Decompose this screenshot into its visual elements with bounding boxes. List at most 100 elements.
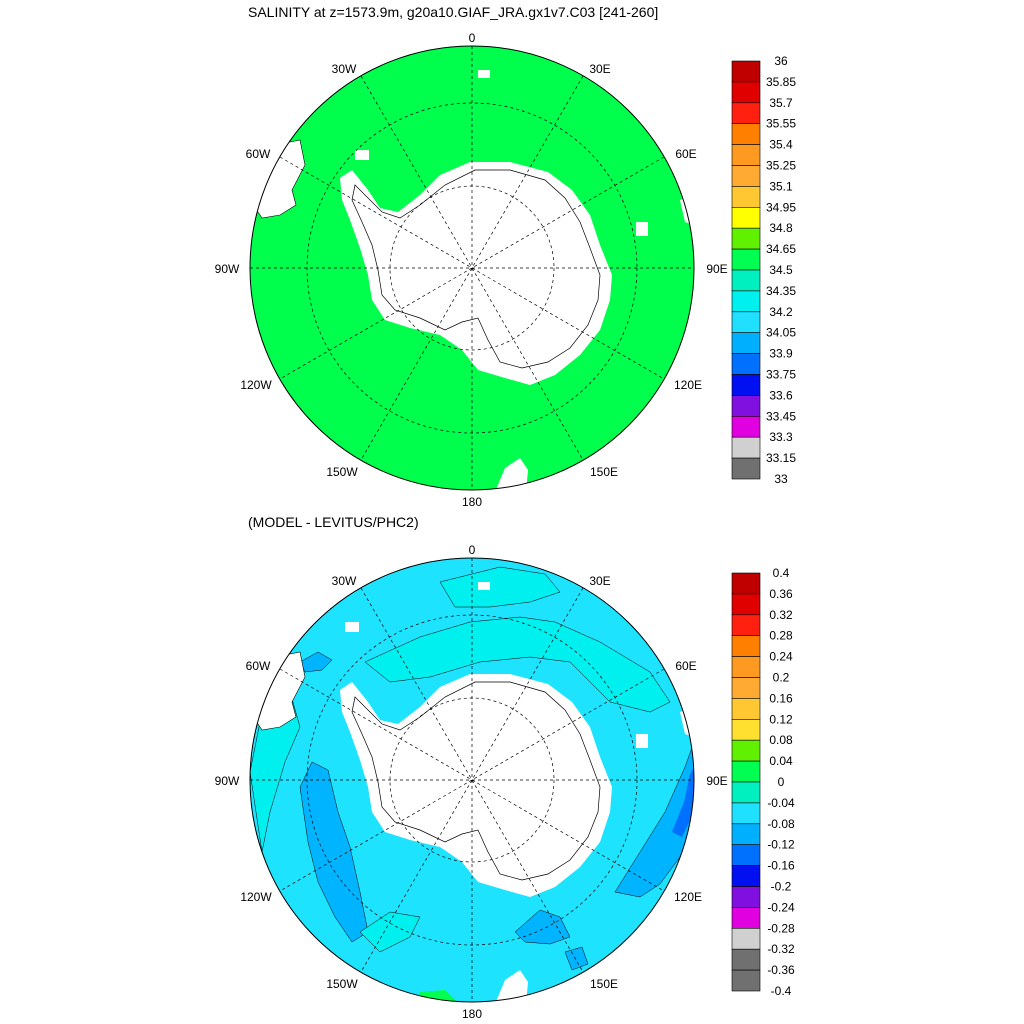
lon-label-0: 0 bbox=[469, 543, 476, 557]
colorbar-swatch bbox=[731, 311, 761, 333]
colorbar-label: -0.2 bbox=[771, 880, 792, 894]
lon-label-150w: 150W bbox=[326, 465, 358, 479]
anomaly-blue-region bbox=[564, 946, 589, 971]
lon-label-0: 0 bbox=[469, 31, 476, 45]
colorbar-swatch bbox=[731, 739, 761, 762]
lon-label-90w: 90W bbox=[215, 774, 240, 788]
colorbar-swatch bbox=[731, 353, 761, 375]
colorbar-swatch bbox=[731, 719, 761, 741]
colorbar-swatch bbox=[731, 123, 761, 145]
salinity-title: SALINITY at z=1573.9m, g20a10.GIAF_JRA.g… bbox=[248, 4, 659, 20]
salinity-colorbar: 36 35.85 35.7 35.55 35.4 35.25 35.1 34.95 34.8 34… bbox=[731, 54, 796, 486]
colorbar-label: 34.5 bbox=[769, 263, 793, 277]
colorbar-label: -0.12 bbox=[767, 838, 795, 852]
anomaly-blue-region bbox=[299, 761, 369, 943]
salinity-map: 0 30E 60E 90E 120E 150E 180 150W 120W 90… bbox=[215, 31, 797, 509]
colorbar-swatch bbox=[731, 81, 761, 104]
colorbar-swatch bbox=[731, 656, 761, 678]
colorbar-swatch bbox=[731, 436, 761, 459]
colorbar-label: 34.2 bbox=[769, 305, 793, 319]
lon-label-30e: 30E bbox=[589, 574, 610, 588]
difference-title: (MODEL - LEVITUS/PHC2) bbox=[248, 514, 419, 530]
colorbar-swatch bbox=[731, 248, 761, 271]
lon-label-60w: 60W bbox=[246, 147, 271, 161]
lon-label-30w: 30W bbox=[332, 62, 357, 76]
colorbar-swatch bbox=[731, 457, 761, 480]
difference-colorbar: 0.4 0.36 0.32 0.28 0.24 0.2 0.16 0.12 0.08 0.04 0 -… bbox=[731, 566, 795, 998]
colorbar-label: -0.28 bbox=[767, 921, 795, 935]
colorbar-label: 33.6 bbox=[769, 388, 793, 402]
colorbar-swatch bbox=[731, 865, 761, 887]
anomaly-blue-region bbox=[614, 741, 694, 898]
colorbar-swatch bbox=[731, 677, 761, 699]
colorbar-swatch bbox=[731, 227, 761, 250]
colorbar-swatch bbox=[731, 927, 761, 950]
colorbar-swatch bbox=[731, 395, 761, 417]
colorbar-label: 35.55 bbox=[766, 117, 796, 131]
colorbar-label: 35.4 bbox=[769, 138, 793, 152]
colorbar-swatch bbox=[731, 269, 761, 292]
island-hole bbox=[355, 150, 369, 160]
island-hole bbox=[636, 222, 648, 236]
colorbar-label: 0.08 bbox=[769, 733, 793, 747]
salinity-panel: SALINITY at z=1573.9m, g20a10.GIAF_JRA.g… bbox=[215, 4, 797, 509]
colorbar-swatch bbox=[731, 60, 761, 83]
colorbar-swatch bbox=[731, 635, 761, 657]
colorbar-label: 0.2 bbox=[773, 671, 790, 685]
map-border bbox=[249, 45, 695, 491]
lon-label-30w: 30W bbox=[332, 574, 357, 588]
new-zealand-land bbox=[495, 458, 528, 490]
lon-label-60w: 60W bbox=[246, 659, 271, 673]
lon-label-90e: 90E bbox=[706, 774, 727, 788]
colorbar-label: -0.04 bbox=[767, 796, 795, 810]
colorbar-label: 35.25 bbox=[766, 159, 796, 173]
lon-label-120w: 120W bbox=[240, 890, 272, 904]
anomaly-blue-region bbox=[514, 909, 571, 945]
antarctica-coastline bbox=[351, 681, 601, 881]
colorbar-swatch bbox=[731, 572, 761, 595]
colorbar-label: 0.04 bbox=[769, 754, 793, 768]
colorbar-label: -0.16 bbox=[767, 859, 795, 873]
colorbar-label: 33.45 bbox=[766, 409, 796, 423]
colorbar-swatch bbox=[731, 802, 761, 825]
colorbar-label: 0 bbox=[778, 775, 785, 789]
colorbar-label: 0.16 bbox=[769, 691, 793, 705]
colorbar-label: -0.08 bbox=[767, 817, 795, 831]
colorbar-label: 34.05 bbox=[766, 326, 796, 340]
colorbar-swatch bbox=[731, 781, 761, 804]
colorbar-label: 33.15 bbox=[766, 451, 796, 465]
colorbar-label: 33.75 bbox=[766, 368, 796, 382]
colorbar-label: 33 bbox=[774, 472, 788, 486]
colorbar-label: 35.7 bbox=[769, 96, 793, 110]
colorbar-label: -0.4 bbox=[771, 984, 792, 998]
lon-label-90e: 90E bbox=[706, 262, 727, 276]
colorbar-swatch bbox=[731, 144, 761, 166]
lon-label-150w: 150W bbox=[326, 977, 358, 991]
colorbar-swatch bbox=[731, 186, 761, 208]
colorbar-swatch bbox=[731, 948, 761, 971]
map-border bbox=[249, 557, 695, 1003]
colorbar-swatch bbox=[731, 415, 761, 438]
island-hole bbox=[478, 582, 490, 590]
colorbar-swatch bbox=[731, 844, 761, 866]
colorbar-label: 34.8 bbox=[769, 221, 793, 235]
colorbar-label: 34.65 bbox=[766, 242, 796, 256]
graticule bbox=[250, 558, 694, 1002]
colorbar-label: -0.36 bbox=[767, 963, 795, 977]
colorbar-swatch bbox=[731, 969, 761, 992]
colorbar-label: 34.95 bbox=[766, 200, 796, 214]
colorbar-swatch bbox=[731, 207, 761, 229]
colorbar-swatch bbox=[731, 290, 761, 313]
antarctica-coastline bbox=[351, 169, 601, 369]
colorbar-label: 0.32 bbox=[769, 608, 793, 622]
colorbar-label: 34.35 bbox=[766, 284, 796, 298]
island-hole bbox=[345, 622, 359, 632]
anomaly-deep-region bbox=[672, 767, 694, 837]
difference-map: 0 30E 60E 90E 120E 150E 180 150W 120W 90… bbox=[215, 543, 795, 1021]
antarctica-land bbox=[340, 162, 612, 385]
colorbar-label: 0.28 bbox=[769, 629, 793, 643]
anomaly-cyan-region bbox=[364, 616, 671, 713]
colorbar-label: 0.12 bbox=[769, 712, 793, 726]
colorbar-swatch bbox=[731, 614, 761, 637]
lon-label-60e: 60E bbox=[675, 659, 696, 673]
